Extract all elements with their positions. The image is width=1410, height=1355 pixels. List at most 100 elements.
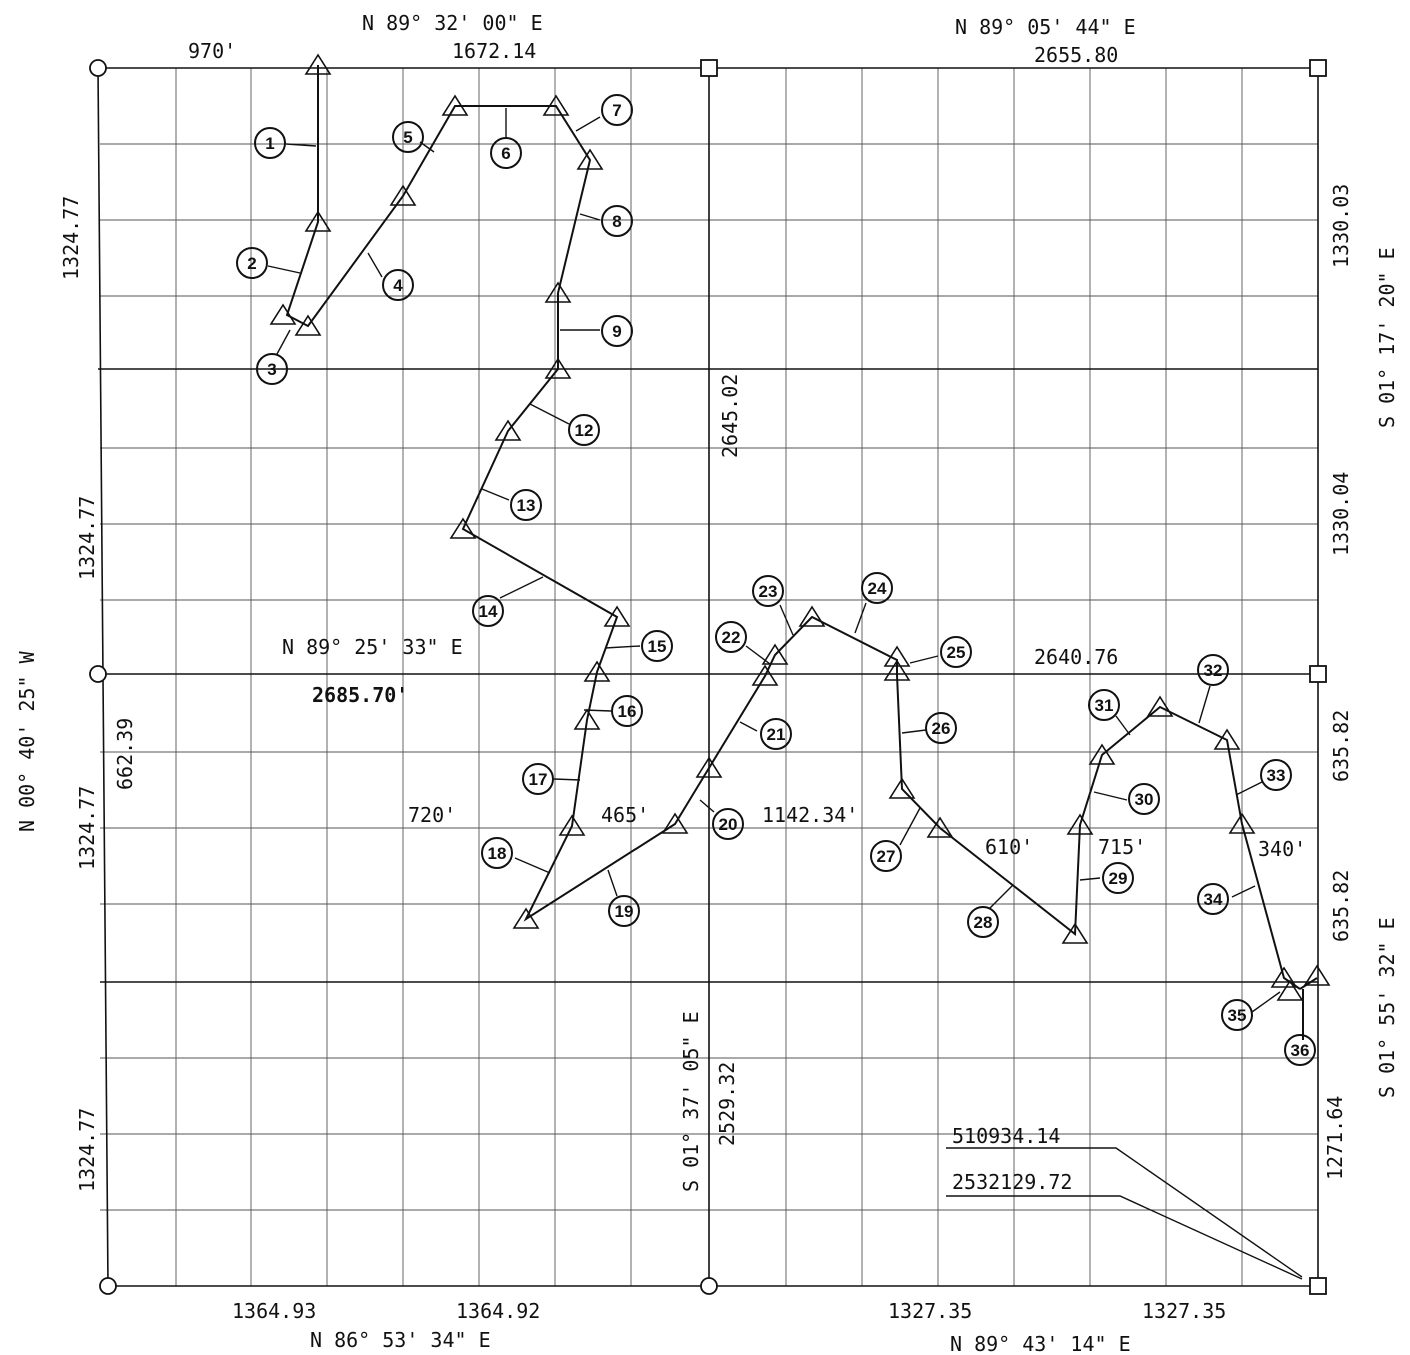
- triangle-icon: [695, 756, 723, 778]
- station-callout-19: 19: [608, 895, 640, 927]
- station-number: 5: [403, 128, 412, 147]
- triangle-icon: [269, 303, 297, 325]
- triangle-icon: [576, 148, 604, 170]
- station-callout-20: 20: [712, 808, 744, 840]
- station-callout-17: 17: [522, 763, 554, 795]
- triangle-icon: [544, 281, 572, 303]
- top-bearing-right: N 89° 05' 44" E: [955, 15, 1136, 39]
- left-seg-1: 1324.77: [59, 196, 83, 280]
- corner-markers: [89, 59, 1327, 1295]
- station-number: 19: [615, 902, 634, 921]
- triangle-icon: [888, 777, 916, 799]
- triangle-icon: [304, 210, 332, 232]
- station-number: 4: [393, 276, 403, 295]
- station-callout-25: 25: [940, 636, 972, 668]
- station-number: 1: [265, 134, 274, 153]
- bottom-bearing-right: N 89° 43' 14" E: [950, 1332, 1131, 1355]
- triangle-icon: [1270, 966, 1298, 988]
- traverse-line: [285, 65, 1318, 1040]
- station-number: 3: [267, 360, 276, 379]
- dist-340: 340': [1258, 837, 1306, 861]
- station-number: 31: [1095, 696, 1114, 715]
- station-number: 13: [517, 496, 536, 515]
- triangle-icon: [494, 419, 522, 441]
- station-callout-35: 35: [1221, 999, 1253, 1031]
- station-number: 24: [868, 579, 887, 598]
- callout-leaders: [267, 108, 1281, 1013]
- dist-715: 715': [1098, 835, 1146, 859]
- station-number: 30: [1135, 790, 1154, 809]
- station-callout-13: 13: [510, 489, 542, 521]
- station-number: 14: [479, 602, 498, 621]
- corner-square-marker: [1309, 59, 1327, 77]
- triangle-icon: [1146, 695, 1174, 717]
- station-callout-22: 22: [715, 621, 747, 653]
- station-callout-14: 14: [472, 595, 504, 627]
- station-callout-12: 12: [568, 414, 600, 446]
- station-number: 18: [488, 844, 507, 863]
- station-number: 34: [1204, 890, 1223, 909]
- station-callout-2: 2: [236, 247, 268, 279]
- station-number: 25: [947, 643, 966, 662]
- station-number: 23: [759, 582, 778, 601]
- mid-bearing: S 01° 37' 05" E: [679, 1011, 703, 1192]
- station-callout-21: 21: [760, 718, 792, 750]
- mid-dist-top: 2645.02: [718, 374, 742, 458]
- station-number: 2: [247, 254, 256, 273]
- triangle-icon: [294, 314, 322, 336]
- northing-value: 510934.14: [952, 1124, 1060, 1148]
- mid-row-bearing: N 89° 25' 33" E: [282, 635, 463, 659]
- right-seg-5: 1271.64: [1323, 1096, 1347, 1180]
- bottom-dist-b: 1364.92: [456, 1299, 540, 1323]
- station-callouts: 1 2 3 4 5 6 7 8 9 12 13 14 15 16 17 18 1…: [236, 94, 1316, 1066]
- triangle-icon: [1061, 922, 1089, 944]
- station-number: 29: [1109, 869, 1128, 888]
- corner-circle-marker: [99, 1277, 117, 1295]
- left-seg-4: 1324.77: [75, 1108, 99, 1192]
- triangle-icon: [751, 664, 779, 686]
- grid: [97, 67, 1319, 1287]
- triangle-icon: [883, 645, 911, 667]
- coordinate-leader: [946, 1147, 1303, 1278]
- station-number: 17: [529, 770, 548, 789]
- triangle-icon: [603, 605, 631, 627]
- dist-720: 720': [408, 803, 456, 827]
- dist-465: 465': [601, 803, 649, 827]
- triangle-icon: [573, 708, 601, 730]
- triangle-icon: [544, 357, 572, 379]
- corner-circle-marker: [89, 665, 107, 683]
- bottom-dist-d: 1327.35: [1142, 1299, 1226, 1323]
- right-seg-2: 1330.04: [1329, 472, 1353, 556]
- station-callout-24: 24: [861, 572, 893, 604]
- corner-square-marker: [700, 59, 718, 77]
- station-callout-26: 26: [925, 712, 957, 744]
- station-callout-29: 29: [1102, 862, 1134, 894]
- station-number: 33: [1267, 766, 1286, 785]
- right-seg-1: 1330.03: [1329, 184, 1353, 268]
- station-number: 28: [974, 913, 993, 932]
- top-dist-970: 970': [188, 39, 236, 63]
- triangle-icon: [1066, 813, 1094, 835]
- station-number: 20: [719, 815, 738, 834]
- triangle-icon: [389, 184, 417, 206]
- left-dist-662: 662.39: [113, 718, 137, 790]
- triangle-icon: [558, 814, 586, 836]
- station-callout-9: 9: [601, 315, 633, 347]
- coordinate-leader: [946, 1195, 1303, 1280]
- station-callout-16: 16: [611, 695, 643, 727]
- traverse-segment: [1299, 977, 1318, 990]
- bottom-dist-a: 1364.93: [232, 1299, 316, 1323]
- triangle-icon: [1213, 728, 1241, 750]
- station-number: 21: [767, 725, 786, 744]
- station-callout-8: 8: [601, 205, 633, 237]
- triangle-icon: [441, 94, 469, 116]
- station-number: 7: [612, 101, 621, 120]
- triangle-icon: [304, 53, 332, 75]
- top-bearing-left: N 89° 32' 00" E: [362, 11, 543, 35]
- station-number: 15: [648, 637, 667, 656]
- grid-vertical-lines: [175, 68, 1243, 1286]
- station-callout-6: 6: [490, 137, 522, 169]
- triangle-icon: [798, 605, 826, 627]
- mid-row-dist: 2685.70': [312, 683, 408, 707]
